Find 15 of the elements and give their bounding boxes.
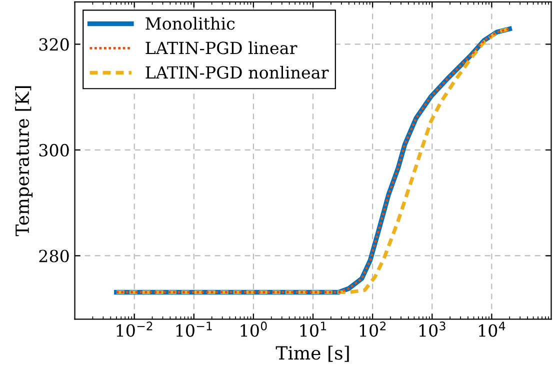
x-tick-label: 10$^{−2}$ bbox=[116, 322, 152, 337]
legend-label: LATIN-PGD nonlinear bbox=[146, 66, 329, 79]
legend-label: LATIN-PGD linear bbox=[146, 41, 298, 54]
x-tick-label: 10$^{−1}$ bbox=[176, 322, 212, 337]
legend-label: Monolithic bbox=[146, 16, 235, 30]
x-tick-label: 10$^{4}$ bbox=[479, 322, 506, 337]
x-tick-label: 10$^{3}$ bbox=[419, 322, 446, 337]
y-axis-title: Temperature [K] bbox=[15, 86, 33, 236]
x-tick-label: 10$^{0}$ bbox=[240, 322, 267, 337]
x-tick-label: 10$^{1}$ bbox=[300, 322, 326, 337]
y-tick-label: 280 bbox=[39, 250, 69, 262]
y-tick-label: 320 bbox=[39, 38, 69, 51]
x-axis-title: Time [s] bbox=[276, 346, 349, 362]
y-tick-label: 300 bbox=[39, 144, 69, 157]
x-tick-label: 10$^{2}$ bbox=[360, 322, 386, 337]
